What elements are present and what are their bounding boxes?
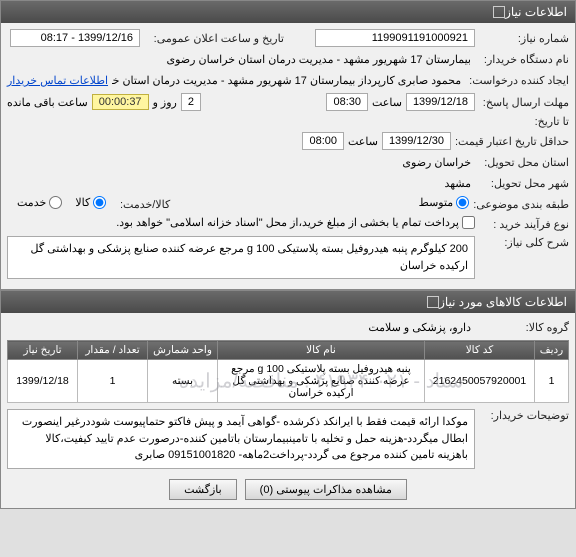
- cell-name-text: پنبه هیدروفیل بسته پلاستیکی 100 g مرجع ع…: [231, 363, 411, 399]
- deadline-time: 08:30: [326, 93, 368, 111]
- countdown-timer: 00:00:37: [92, 94, 149, 110]
- group-label: گروه کالا:: [479, 321, 569, 334]
- col-date: تاریخ نیاز: [8, 341, 78, 360]
- valid-time: 08:00: [302, 132, 344, 150]
- cell-unit: بسته: [148, 360, 218, 403]
- time-label-1: ساعت: [372, 96, 402, 109]
- announce-value: 1399/12/16 - 08:17: [10, 29, 140, 47]
- province-label: استان محل تحویل:: [479, 156, 569, 169]
- purchase-type-label: نوع فرآیند خرید :: [479, 218, 569, 231]
- remaining-label: ساعت باقی مانده: [7, 96, 88, 109]
- back-button[interactable]: بازگشت: [169, 479, 237, 500]
- creator-label: ایجاد کننده درخواست:: [469, 74, 569, 87]
- days-label: روز و: [153, 96, 177, 109]
- buyer-org-label: نام دستگاه خریدار:: [479, 53, 569, 66]
- table-header-row: ردیف کد کالا نام کالا واحد شمارش تعداد /…: [8, 341, 569, 360]
- budget-medium-option[interactable]: متوسط: [419, 196, 470, 209]
- table-row: 1 2162450057920001 پنبه هیدروفیل بسته پل…: [8, 360, 569, 403]
- items-table: ردیف کد کالا نام کالا واحد شمارش تعداد /…: [7, 340, 569, 403]
- province-value: خراسان رضوی: [398, 154, 475, 171]
- days-value: 2: [181, 93, 201, 111]
- panel2-title: اطلاعات کالاهای مورد نیاز: [439, 295, 567, 309]
- need-no-label: شماره نیاز:: [479, 32, 569, 45]
- deadline-label: مهلت ارسال پاسخ:: [479, 96, 569, 109]
- panel1-collapse-icon[interactable]: [493, 6, 505, 18]
- goods-radio[interactable]: [93, 196, 106, 209]
- need-info-panel: اطلاعات نیاز شماره نیاز: 119909119100092…: [0, 0, 576, 290]
- button-row: مشاهده مذاکرات پیوستی (0) بازگشت: [7, 473, 569, 502]
- cell-code: 2162450057920001: [425, 360, 535, 403]
- cell-name: پنبه هیدروفیل بسته پلاستیکی 100 g مرجع ع…: [218, 360, 425, 403]
- contact-link[interactable]: اطلاعات تماس خریدار: [7, 74, 108, 87]
- panel1-title: اطلاعات نیاز: [505, 5, 567, 19]
- goods-option[interactable]: کالا: [75, 196, 106, 209]
- cell-date: 1399/12/18: [8, 360, 78, 403]
- service-option[interactable]: خدمت: [17, 196, 62, 209]
- budget-medium-radio[interactable]: [456, 196, 469, 209]
- valid-date: 1399/12/30: [382, 132, 451, 150]
- budget-radio-group: متوسط: [409, 196, 470, 212]
- announce-label: تاریخ و ساعت اعلان عمومی:: [144, 32, 284, 45]
- to-date-label: تا تاریخ:: [479, 115, 569, 128]
- purchase-checkbox[interactable]: [462, 216, 475, 229]
- need-no-value: 1199091191000921: [315, 29, 475, 47]
- col-qty: تعداد / مقدار: [78, 341, 148, 360]
- group-value: دارو، پزشکی و سلامت: [364, 319, 475, 336]
- creator-value: محمود صابری کارپرداز بیمارستان 17 شهریور…: [112, 72, 465, 89]
- items-panel: اطلاعات کالاهای مورد نیاز گروه کالا: دار…: [0, 290, 576, 509]
- buyer-note-box: موکدا ارائه قیمت فقط با ایرانکد ذکرشده -…: [7, 409, 475, 469]
- col-code: کد کالا: [425, 341, 535, 360]
- buyer-org-value: بیمارستان 17 شهریور مشهد - مدیریت درمان …: [163, 51, 476, 68]
- summary-box: 200 کیلوگرم پنبه هیدروفیل بسته پلاستیکی …: [7, 236, 475, 279]
- panel2-header: اطلاعات کالاهای مورد نیاز: [1, 291, 575, 313]
- deadline-date: 1399/12/18: [406, 93, 475, 111]
- budget-label: طبقه بندی موضوعی:: [473, 198, 569, 211]
- goods-radio-group: کالا خدمت: [7, 196, 106, 212]
- goods-label: کالا/خدمت:: [110, 198, 170, 211]
- city-label: شهر محل تحویل:: [479, 177, 569, 190]
- panel1-body: شماره نیاز: 1199091191000921 تاریخ و ساع…: [1, 23, 575, 289]
- panel2-body: گروه کالا: دارو، پزشکی و سلامت ردیف کد ک…: [1, 313, 575, 508]
- time-label-2: ساعت: [348, 135, 378, 148]
- col-unit: واحد شمارش: [148, 341, 218, 360]
- cell-n: 1: [535, 360, 569, 403]
- col-name: نام کالا: [218, 341, 425, 360]
- service-radio[interactable]: [49, 196, 62, 209]
- city-value: مشهد: [440, 175, 475, 192]
- cell-qty: 1: [78, 360, 148, 403]
- purchase-note-option[interactable]: پرداخت تمام یا بخشی از مبلغ خرید،از محل …: [116, 216, 475, 229]
- buyer-note-label: توضیحات خریدار:: [479, 409, 569, 422]
- purchase-checkbox-group: پرداخت تمام یا بخشی از مبلغ خرید،از محل …: [106, 216, 475, 232]
- summary-label: شرح کلی نیاز:: [479, 236, 569, 249]
- col-row: ردیف: [535, 341, 569, 360]
- panel1-header: اطلاعات نیاز: [1, 1, 575, 23]
- valid-until-label: حداقل تاریخ اعتبار قیمت:: [455, 135, 569, 148]
- view-attachments-button[interactable]: مشاهده مذاکرات پیوستی (0): [245, 479, 407, 500]
- panel2-collapse-icon[interactable]: [427, 296, 439, 308]
